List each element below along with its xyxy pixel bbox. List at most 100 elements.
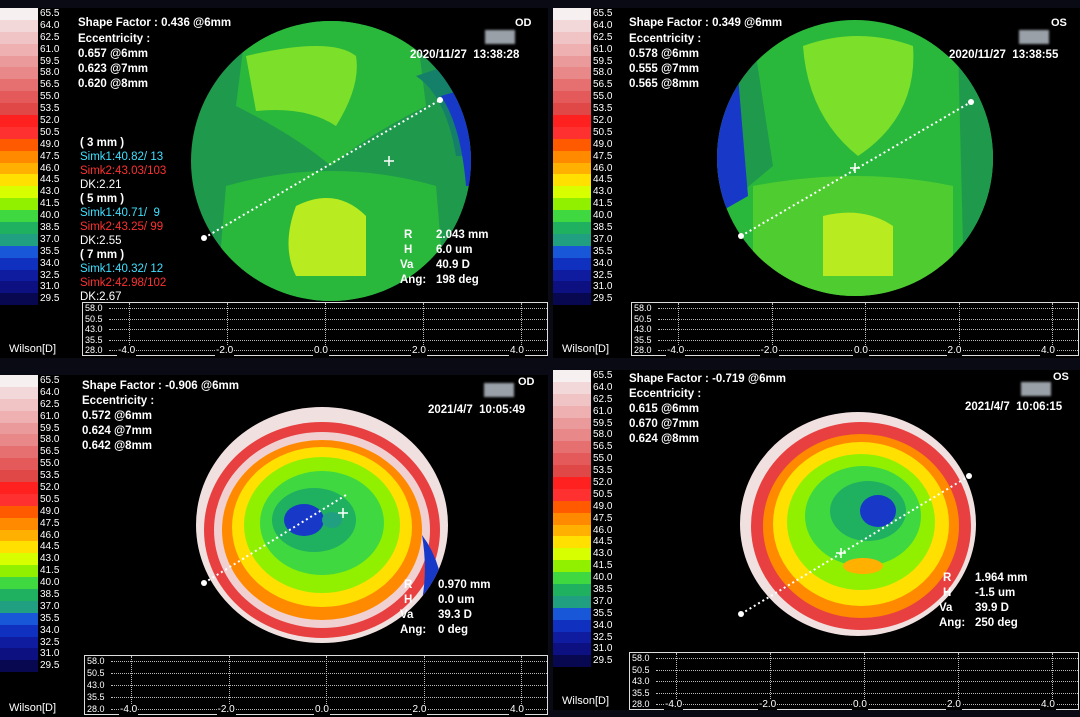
scale-swatch xyxy=(0,19,38,32)
scale-swatch xyxy=(553,174,591,187)
scale-step: 56.5 xyxy=(0,79,66,92)
graph-x-tick: -2.0 xyxy=(758,699,778,710)
cursor-h-label: H xyxy=(943,587,952,599)
graph-y-tick: 43.0 xyxy=(85,324,103,334)
graph-x-tick: -4.0 xyxy=(117,345,137,356)
graph-y-tick: 28.0 xyxy=(634,345,652,355)
scale-step: 65.5 xyxy=(0,8,66,20)
graph-y-tick: 50.5 xyxy=(85,313,103,324)
graph-x-tick: -4.0 xyxy=(666,345,686,356)
scale-swatch xyxy=(0,410,38,423)
scale-value: 62.5 xyxy=(593,393,613,405)
profile-graph[interactable]: 58.0 50.5 43.0 35.5 28.0 -4.0 -2.0 0.0 2.0 4.0 xyxy=(82,302,548,356)
color-scale: 65.5 64.0 62.5 61.0 59.5 58.0 56.5 55.0 53.5 52.0… xyxy=(553,8,619,306)
scale-value: 61.0 xyxy=(40,410,60,422)
graph-gridline xyxy=(109,318,547,320)
redacted-box xyxy=(1019,30,1049,44)
profile-graph[interactable]: 58.0 50.5 43.0 35.5 28.0 -4.0 -2.0 0.0 2.0 4.0 xyxy=(631,302,1079,356)
graph-y-tick: 43.0 xyxy=(632,676,650,686)
graph-x-tick: 4.0 xyxy=(509,704,525,715)
scale-step: 31.0 xyxy=(553,281,619,294)
ecc-8mm: 0.624 @8mm xyxy=(629,433,700,445)
cursor-h: -1.5 um xyxy=(975,587,1016,599)
scale-swatch xyxy=(0,505,38,518)
topography-map[interactable] xyxy=(192,395,452,645)
scale-value: 38.5 xyxy=(593,584,613,596)
scale-step: 44.5 xyxy=(0,541,66,554)
cursor-h: 6.0 um xyxy=(436,244,473,256)
scale-step: 41.5 xyxy=(553,560,619,573)
ecc-6mm: 0.578 @6mm xyxy=(629,48,700,60)
scale-step: 46.0 xyxy=(0,529,66,542)
cursor-va-label: Va xyxy=(939,602,953,614)
graph-y-tick: 58.0 xyxy=(632,653,650,663)
scale-value: 40.0 xyxy=(593,572,613,584)
scale-step: 29.5 xyxy=(553,293,619,306)
map-panel-od-2020: 65.5 64.0 62.5 61.0 59.5 58.0 56.5 55.0 53.5 52.0… xyxy=(0,8,548,358)
scale-value: 46.0 xyxy=(40,529,60,541)
scale-swatch xyxy=(553,245,591,258)
graph-vgridline xyxy=(958,303,960,355)
scale-step: 55.0 xyxy=(553,453,619,466)
scale-value: 50.5 xyxy=(593,488,613,500)
redacted-box xyxy=(1021,382,1051,396)
scale-step: 56.5 xyxy=(0,446,66,459)
scale-step: 61.0 xyxy=(553,405,619,418)
ecc-7mm: 0.624 @7mm xyxy=(82,425,153,437)
scale-value: 49.0 xyxy=(593,138,613,150)
scale-swatch xyxy=(553,429,591,442)
scale-step: 59.5 xyxy=(0,55,66,68)
scale-step: 55.0 xyxy=(553,91,619,104)
scale-value: 58.0 xyxy=(593,67,613,79)
scale-swatch xyxy=(553,103,591,116)
scale-step: 31.0 xyxy=(553,643,619,656)
topography-map[interactable] xyxy=(713,16,998,301)
shape-factor: Shape Factor : -0.906 @6mm xyxy=(82,380,239,392)
scale-step: 52.0 xyxy=(553,477,619,489)
scale-value: 47.5 xyxy=(40,150,60,162)
exam-datetime: 2020/11/27 13:38:28 xyxy=(410,49,520,61)
graph-vgridline xyxy=(423,303,424,355)
scale-step: 43.0 xyxy=(0,186,66,199)
graph-gridline xyxy=(656,669,1078,671)
scale-swatch xyxy=(553,281,591,294)
scale-value: 41.5 xyxy=(40,198,60,210)
simk2-7mm: Simk2:42.98/102 xyxy=(80,277,167,289)
topography-map[interactable] xyxy=(733,406,983,641)
cursor-r: 2.043 mm xyxy=(436,229,489,241)
dk-7mm: DK:2.67 xyxy=(80,291,122,303)
graph-vgridline xyxy=(770,653,771,709)
scale-value: 55.0 xyxy=(593,91,613,103)
scale-value: 49.0 xyxy=(593,500,613,512)
zone-7mm: ( 7 mm ) xyxy=(80,249,125,261)
scale-value: 53.5 xyxy=(40,470,60,482)
scale-step: 50.5 xyxy=(0,493,66,506)
graph-x-tick: 0.0 xyxy=(313,345,329,356)
scale-step: 46.0 xyxy=(553,524,619,537)
profile-graph[interactable]: 58.0 50.5 43.0 35.5 28.0 -4.0 -2.0 0.0 2.0 4.0 xyxy=(84,655,548,715)
scale-step: 34.0 xyxy=(0,624,66,637)
scale-swatch xyxy=(0,103,38,116)
scale-step: 58.0 xyxy=(0,434,66,447)
scale-step: 50.5 xyxy=(553,488,619,501)
scale-swatch xyxy=(553,31,591,44)
scale-step: 47.5 xyxy=(553,150,619,163)
graph-y-tick: 28.0 xyxy=(632,699,650,709)
scale-swatch xyxy=(553,198,591,211)
scale-step: 65.5 xyxy=(553,370,619,382)
scale-step: 52.0 xyxy=(553,115,619,127)
scale-step: 38.5 xyxy=(0,589,66,601)
scale-value: 61.0 xyxy=(593,43,613,55)
scale-value: 46.0 xyxy=(593,162,613,174)
scale-step: 32.5 xyxy=(0,269,66,282)
scale-swatch xyxy=(553,115,591,127)
scale-swatch xyxy=(553,572,591,585)
scale-step: 37.0 xyxy=(553,233,619,246)
scale-swatch xyxy=(0,79,38,92)
scale-swatch xyxy=(0,174,38,187)
profile-graph[interactable]: 58.0 50.5 43.0 35.5 28.0 -4.0 -2.0 0.0 2.0 4.0 xyxy=(629,652,1079,710)
scale-value: 52.0 xyxy=(40,115,60,127)
cursor-ang: 0 deg xyxy=(438,624,469,636)
topography-map[interactable] xyxy=(186,16,476,306)
scale-swatch xyxy=(0,446,38,459)
